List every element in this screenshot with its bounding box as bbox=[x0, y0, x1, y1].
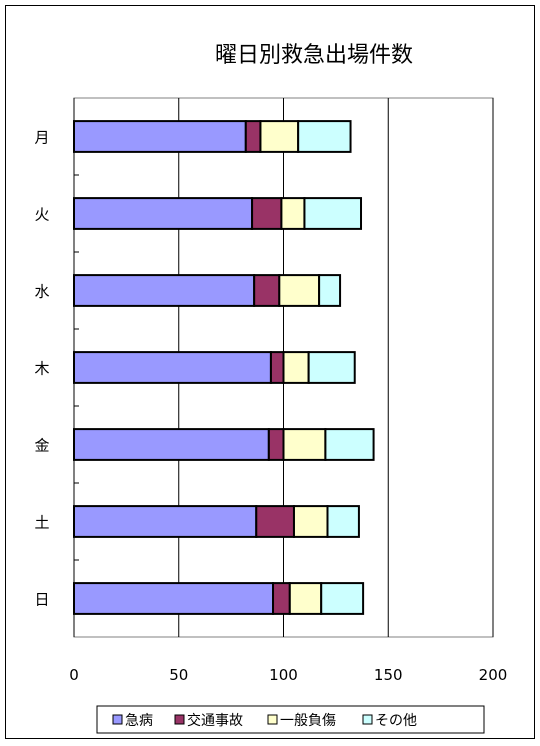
category-label: 火 bbox=[34, 206, 49, 224]
legend-swatch bbox=[112, 714, 123, 725]
bar-segment bbox=[251, 197, 283, 230]
bar-segment bbox=[318, 274, 342, 307]
bar-segment bbox=[303, 197, 363, 230]
legend-label: その他 bbox=[375, 713, 417, 729]
x-tick-label: 100 bbox=[269, 666, 298, 684]
bar-segment bbox=[73, 274, 256, 307]
bar-segment bbox=[73, 197, 254, 230]
bar-segment bbox=[320, 582, 365, 615]
bar-segment bbox=[255, 505, 295, 538]
bar-segment bbox=[307, 351, 356, 384]
bar-segment bbox=[278, 274, 321, 307]
legend-label: 急病 bbox=[125, 713, 153, 729]
legend-swatch bbox=[267, 714, 278, 725]
bar-segment bbox=[282, 351, 310, 384]
category-label: 水 bbox=[34, 283, 49, 301]
bar-segment bbox=[292, 505, 329, 538]
bar-segment bbox=[297, 120, 352, 153]
bar-segment bbox=[73, 428, 270, 461]
legend-label: 交通事故 bbox=[187, 712, 243, 729]
bar-segment bbox=[272, 582, 291, 615]
bar-segment bbox=[259, 120, 300, 153]
legend-swatch bbox=[362, 714, 373, 725]
legend-swatch bbox=[174, 714, 185, 725]
bar-segment bbox=[288, 582, 323, 615]
bar-segment bbox=[282, 428, 327, 461]
bar-segment bbox=[269, 351, 285, 384]
bar-segment bbox=[73, 582, 275, 615]
bar-segment bbox=[280, 197, 306, 230]
bar-segment bbox=[253, 274, 281, 307]
x-tick-label: 150 bbox=[374, 666, 403, 684]
bar-segment bbox=[73, 120, 247, 153]
category-label: 土 bbox=[34, 514, 49, 532]
chart-title: 曜日別救急出場件数 bbox=[215, 43, 413, 68]
legend: 急病 交通事故 一般負傷 その他 bbox=[96, 705, 485, 734]
legend-label: 一般負傷 bbox=[280, 713, 336, 729]
bar-segment bbox=[267, 428, 285, 461]
bar-segment bbox=[326, 505, 360, 538]
bar-segment bbox=[324, 428, 375, 461]
bars bbox=[73, 120, 375, 615]
axes bbox=[73, 98, 79, 637]
bar-segment bbox=[244, 120, 262, 153]
x-tick-label: 200 bbox=[479, 666, 508, 684]
category-label: 金 bbox=[34, 437, 49, 455]
category-label: 木 bbox=[34, 360, 49, 378]
category-label: 日 bbox=[34, 591, 49, 609]
category-label: 月 bbox=[34, 129, 49, 147]
bar-segment bbox=[73, 505, 258, 538]
legend-box bbox=[96, 705, 485, 734]
x-tick-label: 0 bbox=[69, 666, 79, 684]
bar-segment bbox=[73, 351, 272, 384]
x-tick-label: 50 bbox=[169, 666, 188, 684]
